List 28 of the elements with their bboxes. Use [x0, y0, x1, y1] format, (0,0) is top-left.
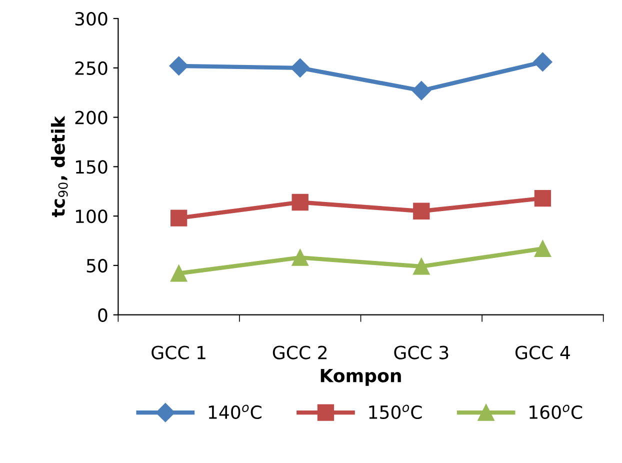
legend-label: 150$^{o}$C — [369, 404, 422, 420]
point — [533, 52, 552, 72]
point — [170, 265, 188, 282]
x-tick-label: GCC 4 — [515, 346, 570, 360]
y-tick-label: 300 — [75, 12, 108, 26]
y-axis-title: tc$_{90}$, detik — [50, 116, 68, 218]
y-tick-label: 50 — [86, 258, 108, 273]
legend-label: 160$^{o}$C — [530, 404, 582, 420]
x-axis-title: Kompon — [320, 368, 401, 386]
point — [292, 194, 308, 211]
y-tick-label: 250 — [75, 61, 108, 76]
x-tick-label: GCC 2 — [272, 346, 327, 360]
x-tick-label: GCC 3 — [394, 346, 448, 360]
point — [534, 190, 552, 207]
point — [534, 240, 552, 257]
point — [170, 210, 188, 226]
point — [412, 81, 431, 100]
y-tick-label: 100 — [76, 210, 108, 224]
y-tick-label: 0 — [98, 308, 108, 322]
point — [290, 58, 310, 78]
legend-label: 140$^{o}$C — [208, 404, 262, 420]
y-tick-label: 150 — [76, 160, 108, 174]
point — [413, 202, 430, 220]
point — [292, 249, 308, 266]
y-tick-label: 200 — [75, 110, 108, 124]
point — [169, 56, 188, 76]
point — [413, 258, 430, 275]
x-tick-label: GCC 1 — [152, 346, 206, 360]
